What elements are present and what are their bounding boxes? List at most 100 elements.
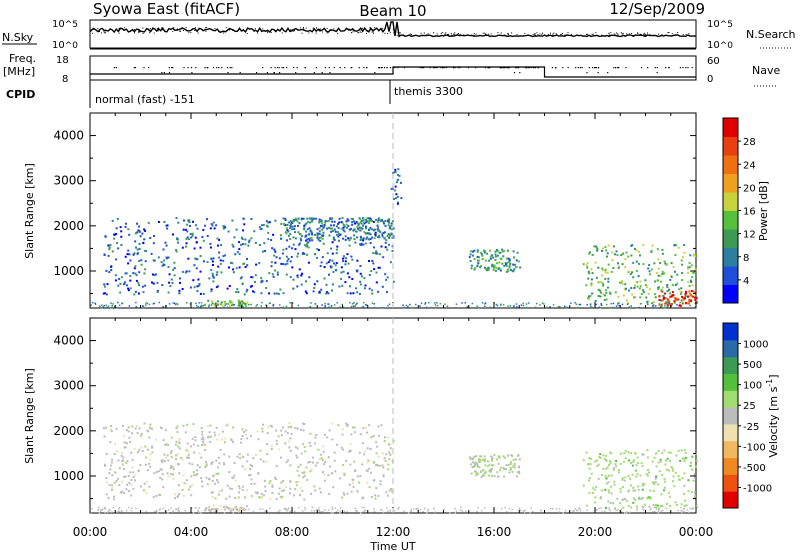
echo-point [339,477,342,480]
echo-point [621,282,624,285]
echo-point [388,443,391,446]
echo-point [504,456,506,459]
echo-point [683,507,685,510]
echo-point [648,496,651,499]
echo-point [260,305,262,307]
nave-dot [532,67,534,69]
echo-point [336,245,339,248]
echo-point [348,483,351,486]
echo-point [228,507,231,510]
echo-point [683,484,686,487]
echo-point [259,508,261,510]
n-search-dot [567,32,569,34]
n-search-dot [281,32,283,34]
echo-point [245,302,248,305]
echo-point [386,235,389,238]
echo-point [153,235,155,237]
echo-point [126,460,129,463]
echo-point [658,303,661,305]
echo-point [330,230,333,233]
echo-point [638,496,641,499]
echo-point [186,456,189,459]
echo-point [642,291,645,294]
echo-point [360,219,363,222]
echo-point [658,470,661,473]
echo-point [124,226,127,228]
echo-point [348,276,351,279]
n-search-dot [370,29,372,31]
echo-point [507,249,509,252]
echo-point [347,237,350,240]
echo-point [367,220,370,222]
echo-point [672,469,675,472]
n-search-dot [639,33,641,35]
echo-point [107,496,110,499]
echo-point [250,237,253,240]
echo-point [270,265,273,268]
echo-point [480,265,482,267]
n-search-dot [352,31,354,33]
echo-point [121,509,123,512]
echo-point [355,304,357,306]
echo-point [287,508,289,511]
echo-point [637,485,640,488]
echo-point [632,460,635,463]
echo-point [241,238,244,240]
echo-point [693,473,696,476]
echo-point [534,306,537,309]
echo-point [162,439,165,442]
echo-point [302,429,305,432]
n-search-dot [410,33,412,35]
echo-point [528,302,530,304]
echo-point [648,471,651,474]
echo-point [218,490,221,493]
echo-point [137,292,140,295]
echo-point [478,460,481,463]
echo-point [305,239,308,242]
echo-point [483,460,486,463]
echo-point [341,217,344,219]
echo-point [371,292,374,295]
echo-point [148,436,151,439]
echo-point [694,271,697,274]
echo-point [287,234,290,237]
echo-point [608,508,610,511]
nave-dot [507,67,509,69]
echo-point [269,498,272,500]
echo-point [141,232,144,235]
echo-point [233,474,236,477]
echo-point [293,225,296,228]
echo-point [209,246,212,249]
echo-point [661,252,664,255]
echo-point [162,507,164,510]
echo-point [168,303,171,305]
echo-point [324,460,327,463]
echo-point [194,436,197,438]
echo-point [238,248,241,251]
echo-point [296,469,299,472]
echo-point [471,250,474,253]
echo-point [475,472,478,475]
time-tick-label: 12:00 [376,525,411,539]
echo-point [177,463,180,466]
echo-point [364,242,367,245]
echo-point [328,234,331,237]
echo-point [372,229,375,232]
nave-dot [500,67,502,69]
echo-point [535,302,538,305]
echo-point [240,236,243,239]
echo-point [163,264,166,266]
nave-dot [134,67,137,69]
echo-point [90,304,92,306]
echo-point [211,300,213,303]
n-search-dot [387,32,388,34]
echo-point [371,228,374,231]
echo-point [111,487,114,490]
echo-point [318,230,321,233]
echo-point [284,224,287,227]
echo-point [691,276,694,278]
nave-dot [484,67,486,69]
echo-point [390,228,393,231]
echo-point [300,217,303,220]
echo-point [299,487,302,489]
